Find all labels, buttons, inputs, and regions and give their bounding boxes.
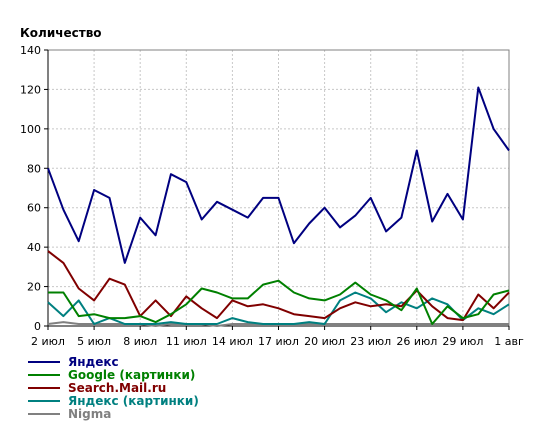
y-tick-label: 20: [27, 281, 41, 294]
y-tick-label: 100: [20, 123, 41, 136]
grid: [48, 50, 509, 326]
legend-label: Nigma: [68, 407, 111, 421]
x-tick-label: 8 июл: [123, 335, 157, 348]
series-line-1: [47, 86, 510, 264]
series-lines: [47, 86, 510, 327]
x-tick-label: 20 июл: [304, 335, 345, 348]
y-tick-label: 120: [20, 83, 41, 96]
x-tick-label: 5 июл: [77, 335, 111, 348]
y-tick-label: 140: [20, 44, 41, 57]
y-tick-label: 60: [27, 202, 41, 215]
x-tick-label: 17 июл: [258, 335, 299, 348]
x-tick-label: 29 июл: [442, 335, 483, 348]
series-line-3: [47, 250, 510, 322]
y-tick-label: 80: [27, 162, 41, 175]
x-tick-label: 2 июл: [31, 335, 65, 348]
series-line-2: [48, 279, 510, 325]
y-tick-label: 0: [34, 320, 41, 333]
y-axis-label: Количество: [20, 26, 102, 40]
x-tick-label: 1 авг: [494, 335, 524, 348]
x-tick-label: 26 июл: [396, 335, 437, 348]
x-tick-label: 23 июл: [350, 335, 391, 348]
x-tick-label: 14 июл: [212, 335, 253, 348]
legend-label: Яндекс (картинки): [68, 394, 199, 408]
axes: 0 20 40 60 80 100 120 140 2 июл 5 июл 8 июл 11 июл 1…: [20, 44, 524, 348]
legend-label: Google (картинки): [68, 368, 195, 382]
x-tick-label: 11 июл: [166, 335, 207, 348]
y-tick-label: 40: [27, 241, 41, 254]
series-line-4: [47, 291, 510, 325]
legend-label: Search.Mail.ru: [68, 381, 166, 395]
legend-label: Яндекс: [68, 355, 119, 369]
